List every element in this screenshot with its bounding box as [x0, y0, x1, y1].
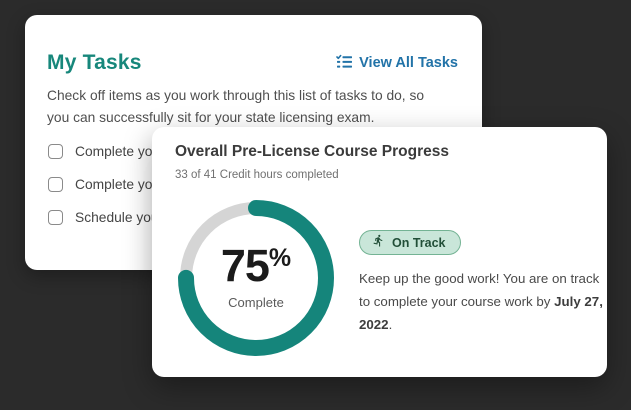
view-all-tasks-label: View All Tasks [359, 55, 458, 71]
progress-card-subtitle: 33 of 41 Credit hours completed [175, 169, 339, 181]
progress-donut-chart: 75 % Complete [176, 198, 336, 358]
progress-message-prefix: Keep up the good work! You are on track … [359, 271, 600, 309]
progress-ring [178, 200, 334, 356]
progress-message-date: July 27, 2022 [359, 293, 603, 332]
tasks-card-header: My Tasks View All Tasks [47, 51, 458, 75]
progress-card-title: Overall Pre-License Course Progress [175, 143, 449, 160]
progress-message: Keep up the good work! You are on track … [359, 268, 605, 337]
on-track-status-badge: On Track [359, 230, 461, 255]
task-row[interactable]: Schedule your [48, 210, 163, 225]
task-label: Schedule your [75, 210, 164, 225]
progress-message-suffix: . [388, 316, 393, 332]
task-label: Complete your [75, 177, 165, 192]
list-check-icon [336, 54, 353, 73]
runner-icon [372, 234, 385, 252]
view-all-tasks-link[interactable]: View All Tasks [336, 54, 458, 73]
status-badge-label: On Track [392, 235, 446, 250]
task-label: Complete your [75, 144, 165, 159]
task-checkbox[interactable] [48, 210, 63, 225]
tasks-description: Check off items as you work through this… [47, 88, 425, 126]
tasks-title: My Tasks [47, 51, 142, 74]
task-checkbox[interactable] [48, 144, 63, 159]
task-row[interactable]: Complete your [48, 144, 165, 159]
task-checkbox[interactable] [48, 177, 63, 192]
course-progress-card: Overall Pre-License Course Progress 33 o… [152, 127, 607, 377]
task-row[interactable]: Complete your [48, 177, 165, 192]
